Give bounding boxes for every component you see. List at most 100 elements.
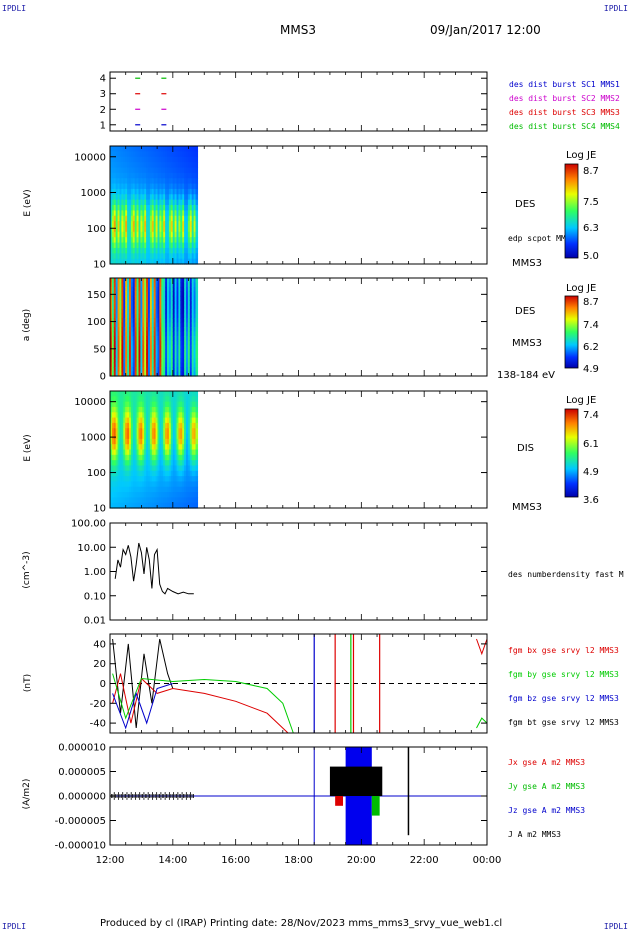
dis-energy-cell xyxy=(132,417,136,424)
des-energy-cell xyxy=(117,231,121,238)
des-energy-cell xyxy=(125,156,128,163)
des-pitch-cell xyxy=(121,278,124,284)
dis-energy-cell xyxy=(174,391,178,397)
des-energy-cell xyxy=(189,194,193,201)
des-pitch-cell xyxy=(142,322,145,328)
des-energy-cell xyxy=(176,247,180,254)
dis-energy-cell xyxy=(144,470,147,477)
des-pitch-cell xyxy=(170,286,174,292)
y-tick-label: 0.000000 xyxy=(58,792,106,803)
des-pitch-cell xyxy=(148,327,151,333)
des-pitch-cell xyxy=(163,291,166,297)
des-energy-cell xyxy=(123,237,126,244)
y-tick-label: 0.000005 xyxy=(58,767,106,778)
dis-energy-cell xyxy=(130,417,134,424)
dis-energy-cell xyxy=(117,401,121,408)
dis-energy-cell xyxy=(180,428,183,435)
des-pitch-cell xyxy=(167,344,170,350)
des-energy-cell xyxy=(189,247,193,254)
dis-energy-cell xyxy=(187,396,191,403)
des-energy-cell xyxy=(129,183,132,190)
des-pitch-cell xyxy=(127,322,130,328)
des-energy-cell xyxy=(144,226,147,233)
dis-energy-cell xyxy=(127,470,130,477)
des-energy-cell xyxy=(172,231,176,238)
dis-energy-cell xyxy=(180,401,183,408)
des-energy-cell xyxy=(176,226,180,233)
dis-energy-cell xyxy=(167,476,170,483)
des-energy-cell xyxy=(110,210,113,217)
des-pitch-cell xyxy=(186,367,189,373)
des-energy-cell xyxy=(121,151,124,158)
des-energy-cell xyxy=(115,151,119,158)
des-pitch-cell xyxy=(130,344,134,350)
des-energy-cell xyxy=(153,221,157,228)
dis-energy-cell xyxy=(151,486,155,493)
dis-energy-cell xyxy=(146,391,149,397)
dis-energy-cell xyxy=(168,486,172,493)
dis-energy-cell xyxy=(149,465,153,472)
des-pitch-cell xyxy=(119,349,123,355)
des-energy-cell xyxy=(195,156,199,163)
des-energy-cell xyxy=(110,237,113,244)
dis-energy-cell xyxy=(161,454,164,461)
des-pitch-cell xyxy=(172,295,176,301)
des-energy-cell xyxy=(148,237,151,244)
des-energy-cell xyxy=(111,156,115,163)
des-energy-cell xyxy=(180,162,183,169)
dis-energy-cell xyxy=(149,438,153,445)
des-pitch-cell xyxy=(195,295,199,301)
des-energy-cell xyxy=(159,205,162,211)
des-pitch-cell xyxy=(110,340,113,346)
des-energy-cell xyxy=(157,226,161,233)
des-pitch-cell xyxy=(184,367,187,373)
dis-energy-cell xyxy=(187,438,191,445)
des-pitch-cell xyxy=(125,371,128,377)
des-pitch-cell xyxy=(136,313,140,319)
dis-energy-cell xyxy=(163,433,166,440)
des-pitch-cell xyxy=(155,322,159,328)
dis-energy-cell xyxy=(121,476,124,483)
dis-energy-cell xyxy=(186,476,189,483)
des-energy-cell xyxy=(189,172,193,179)
des-pitch-cell xyxy=(167,286,170,292)
y-tick-label: -40 xyxy=(90,719,106,730)
dis-energy-cell xyxy=(172,497,176,504)
des-pitch-cell xyxy=(117,327,121,333)
des-pitch-cell xyxy=(193,335,197,341)
des-energy-cell xyxy=(184,237,187,244)
dis-energy-cell xyxy=(170,401,174,408)
des-pitch-cell xyxy=(157,278,161,284)
dis-energy-cell xyxy=(132,422,136,429)
des-energy-cell xyxy=(138,183,142,190)
dis-energy-cell xyxy=(125,391,128,397)
dis-energy-cell xyxy=(148,396,151,403)
dis-energy-cell xyxy=(110,476,113,483)
page-title: MMS3 xyxy=(280,23,316,37)
dis-energy-cell xyxy=(115,492,119,498)
dis-energy-cell xyxy=(117,438,121,445)
des-energy-cell xyxy=(149,210,153,217)
des-pitch-cell xyxy=(182,282,185,288)
dis-energy-cell xyxy=(195,433,199,440)
dis-energy-cell xyxy=(191,417,195,424)
dis-energy-cell xyxy=(187,465,191,472)
des-pitch-cell xyxy=(110,295,113,301)
des-pitch-cell xyxy=(132,278,136,284)
des-energy-cell xyxy=(193,151,197,158)
dis-energy-cell xyxy=(110,412,113,419)
dis-energy-cell xyxy=(151,433,155,440)
dis-energy-cell xyxy=(129,492,132,498)
des-pitch-cell xyxy=(138,282,142,288)
des-pitch-cell xyxy=(189,278,193,284)
dis-energy-cell xyxy=(159,433,162,440)
des-energy-cell xyxy=(189,167,193,174)
des-pitch-sc-label: MMS3 xyxy=(512,338,542,349)
des-energy-cell xyxy=(189,162,193,169)
dis-energy-cell xyxy=(193,481,197,488)
des-pitch-cell xyxy=(149,335,153,341)
des-energy-cell xyxy=(125,237,128,244)
dis-energy-cell xyxy=(153,428,157,435)
des-pitch-cell xyxy=(157,353,161,359)
des-energy-cell xyxy=(159,237,162,244)
